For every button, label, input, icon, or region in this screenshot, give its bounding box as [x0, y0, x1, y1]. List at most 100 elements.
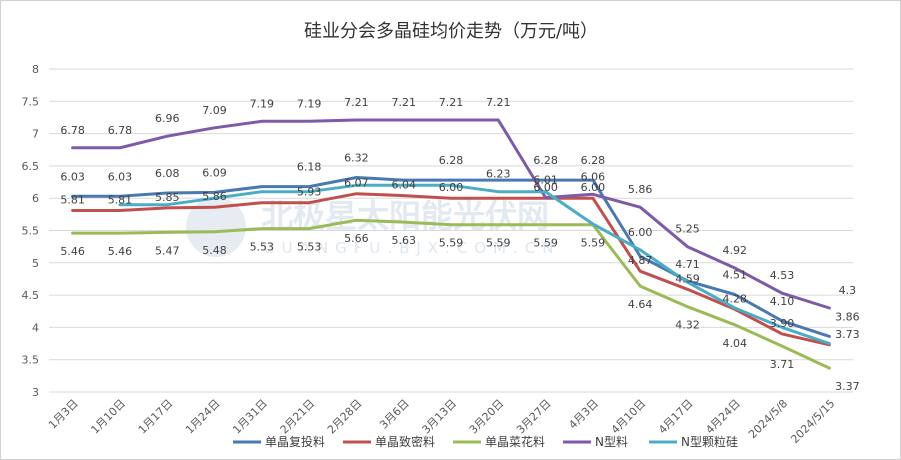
- data-label: 7.21: [344, 96, 369, 109]
- data-label: 4.71: [675, 258, 700, 271]
- x-tick-label: 4月24日: [703, 397, 743, 437]
- data-label: 4.59: [675, 272, 700, 285]
- data-label: 5.25: [675, 223, 700, 236]
- data-label: 4.32: [675, 319, 700, 332]
- data-label: 3.73: [835, 328, 860, 341]
- data-label: 5.86: [628, 183, 653, 196]
- x-tick-label: 4月17日: [656, 397, 696, 437]
- legend: 单晶复投料 单晶致密料 单晶菜花料 N型料 N型颗粒硅: [233, 434, 738, 449]
- x-tick-label: 1月10日: [88, 397, 128, 437]
- x-tick-label: 4月3日: [566, 397, 601, 432]
- data-label: 6.03: [108, 170, 133, 183]
- data-label: 6.28: [439, 154, 464, 167]
- data-label: 4.87: [628, 254, 653, 267]
- data-label: 5.66: [344, 232, 369, 245]
- x-tick-label: 3月20日: [467, 397, 507, 437]
- x-tick-label: 2月28日: [325, 397, 365, 437]
- legend-label: 单晶致密料: [375, 434, 435, 449]
- data-label: 4.53: [770, 269, 795, 282]
- x-tick-label: 3月6日: [377, 397, 412, 432]
- x-tick-label: 3月13日: [420, 397, 460, 437]
- data-label: 3.37: [835, 380, 860, 393]
- data-label: 3.71: [770, 358, 795, 371]
- y-tick-label: 3.5: [22, 354, 40, 367]
- data-label: 6.09: [202, 166, 227, 179]
- y-tick-label: 5.5: [22, 225, 40, 238]
- series-lines: [71, 118, 831, 370]
- watermark-sub: GUANGFU.BJX.COM.CN: [263, 239, 561, 257]
- data-label: 7.21: [391, 96, 416, 109]
- data-label: 6.00: [533, 181, 558, 194]
- watermark-logo: [186, 197, 246, 257]
- y-tick-label: 7.5: [22, 95, 40, 108]
- data-label: 6.28: [581, 154, 606, 167]
- y-tick-label: 4.5: [22, 289, 40, 302]
- data-label: 6.04: [391, 179, 416, 192]
- data-label: 6.32: [344, 152, 369, 165]
- data-label: 5.59: [533, 237, 558, 250]
- x-tick-label: 3月27日: [514, 397, 554, 437]
- data-label: 6.23: [486, 168, 511, 181]
- data-label: 4.3: [839, 284, 857, 297]
- data-label: 5.86: [202, 190, 227, 203]
- y-tick-label: 5: [32, 257, 39, 270]
- data-label: 5.93: [297, 186, 322, 199]
- legend-label: N型颗粒硅: [681, 434, 738, 449]
- series-line: [118, 183, 831, 346]
- data-label: 7.19: [297, 97, 322, 110]
- data-label: 4.64: [628, 298, 653, 311]
- series-line: [71, 176, 831, 338]
- data-label: 4.28: [723, 292, 748, 305]
- data-label: 5.53: [297, 241, 322, 254]
- data-label: 6.96: [155, 112, 180, 125]
- x-tick-label: 2024/5/15: [788, 397, 837, 446]
- data-label: 5.46: [60, 245, 85, 258]
- x-tick-label: 1月3日: [46, 397, 81, 432]
- legend-label: 单晶菜花料: [485, 434, 545, 449]
- data-label: 6.00: [439, 181, 464, 194]
- data-label: 6.03: [60, 170, 85, 183]
- data-label: 5.46: [108, 245, 133, 258]
- y-tick-label: 3: [32, 386, 39, 399]
- data-label: 6.18: [297, 161, 322, 174]
- y-tick-label: 8: [32, 63, 39, 76]
- legend-label: N型料: [595, 435, 628, 449]
- data-label: 4.04: [723, 337, 748, 350]
- data-label: 7.21: [486, 96, 511, 109]
- x-tick-label: 4月10日: [609, 397, 649, 437]
- data-label: 5.48: [202, 244, 227, 257]
- data-label: 5.53: [250, 241, 275, 254]
- data-label: 6.01: [533, 174, 558, 187]
- y-tick-label: 4: [32, 321, 39, 334]
- data-label: 5.59: [486, 237, 511, 250]
- y-tick-label: 6.5: [22, 160, 40, 173]
- data-label: 6.78: [60, 124, 85, 137]
- y-axis-ticks: 3 3.5 4 4.5 5 5.5 6 6.5 7 7.5 8: [22, 63, 40, 399]
- data-label: 6.00: [628, 226, 653, 239]
- y-tick-label: 6: [32, 192, 39, 205]
- x-tick-label: 1月17日: [136, 397, 176, 437]
- data-label: 3.90: [770, 317, 795, 330]
- data-label: 5.85: [155, 191, 180, 204]
- data-label: 6.00: [581, 181, 606, 194]
- data-label: 4.51: [723, 268, 748, 281]
- data-label: 6.08: [155, 167, 180, 180]
- data-label: 6.28: [533, 154, 558, 167]
- data-label: 4.92: [723, 244, 748, 257]
- data-label: 3.86: [835, 310, 860, 323]
- chart-title: 硅业分会多晶硅均价走势（万元/吨）: [304, 21, 598, 42]
- data-label: 4.10: [770, 295, 795, 308]
- series-line: [71, 118, 831, 310]
- data-label: 5.63: [391, 234, 416, 247]
- data-label: 6.06: [581, 170, 606, 183]
- x-tick-label: 1月24日: [183, 397, 223, 437]
- series-line: [71, 218, 831, 370]
- data-label: 5.59: [439, 237, 464, 250]
- data-label: 5.47: [155, 244, 180, 257]
- x-tick-label: 2024/5/8: [746, 397, 790, 441]
- data-labels: 6.03 6.03 6.08 6.09 6.18 6.32 6.28 6.28 6.28 4.51…: [60, 96, 859, 393]
- y-tick-label: 7: [32, 128, 39, 141]
- data-label: 5.59: [581, 237, 606, 250]
